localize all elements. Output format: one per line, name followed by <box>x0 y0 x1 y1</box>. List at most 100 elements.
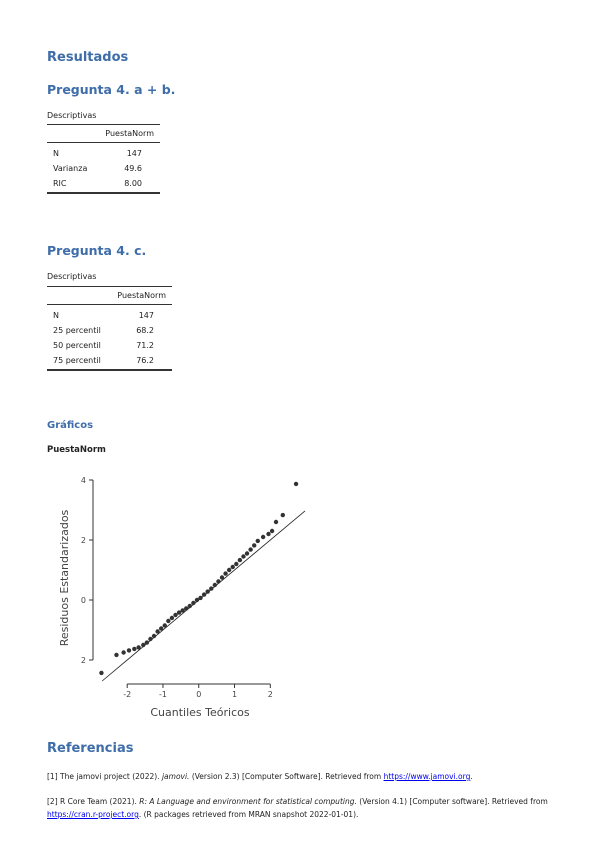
cell: 76.2 <box>109 353 172 371</box>
plot-title: PuestaNorm <box>47 445 106 455</box>
ref-link[interactable]: https://www.jamovi.org <box>383 772 471 781</box>
ref-text: (Version 2.3) [Computer Software]. Retri… <box>191 772 382 781</box>
header-cell <box>47 124 96 143</box>
point <box>144 640 150 645</box>
point <box>219 575 225 580</box>
x-tick-label: 0 <box>196 690 201 699</box>
header-cell: PuestaNorm <box>95 124 160 143</box>
point <box>226 567 232 573</box>
x-tick-label: -2 <box>123 690 131 699</box>
point <box>148 636 153 642</box>
point <box>162 623 167 628</box>
point <box>158 626 164 631</box>
ref-italic: jamovi. <box>161 772 190 781</box>
point <box>244 551 250 556</box>
point <box>173 612 178 618</box>
cell: N <box>53 149 59 158</box>
row: N 147 <box>47 305 172 324</box>
table-title: Descriptivas <box>47 111 97 120</box>
point <box>248 547 253 552</box>
cell: 68.2 <box>136 326 154 335</box>
table-body: N 147 Varianza 49.6 RIC 8.00 <box>47 143 160 194</box>
cell: RIC <box>47 176 96 194</box>
point <box>194 597 200 603</box>
point <box>293 481 299 487</box>
table-body: N 147 25 percentil 68.2 50 percentil 71.2 75 p… <box>47 305 172 371</box>
section-title: Pregunta 4. c. <box>47 243 147 258</box>
point <box>205 589 210 594</box>
x-axis-title: Cuantiles Teóricos <box>150 706 249 719</box>
header-row: PuestaNorm <box>47 286 172 305</box>
y-tick-label: 2 <box>81 536 86 545</box>
point <box>201 592 207 597</box>
point <box>155 629 160 634</box>
point <box>136 645 141 650</box>
row: 75 percentil 76.2 <box>47 353 172 371</box>
cell: 25 percentil <box>53 326 101 335</box>
point <box>191 600 196 606</box>
ref-text: . (R packages retrieved from MRAN snapsh… <box>138 810 359 819</box>
cell: 71.2 <box>136 341 154 350</box>
point <box>180 608 185 613</box>
point <box>151 633 157 639</box>
point <box>114 652 119 658</box>
x-tick-label: -1 <box>159 690 167 699</box>
cell: 75 percentil <box>47 353 110 371</box>
references-title: Referencias <box>47 741 134 756</box>
graphics-title: Gráficos <box>47 420 94 431</box>
point <box>99 670 104 676</box>
point <box>216 579 221 584</box>
y-axis-title: Residuos Estandarizados <box>58 509 71 646</box>
point <box>169 615 175 621</box>
x-tick-label: 2 <box>268 690 273 699</box>
point <box>209 586 214 591</box>
ref-link[interactable]: https://cran.r-project.org <box>47 810 139 819</box>
point <box>230 564 235 570</box>
point <box>273 519 279 525</box>
header-cell: PuestaNorm <box>109 286 172 305</box>
point <box>212 582 218 588</box>
point <box>255 538 260 544</box>
x-tick-label: 1 <box>232 690 237 699</box>
cell: 147 <box>138 311 154 320</box>
point <box>126 648 132 653</box>
cell: 147 <box>126 149 142 158</box>
ref-text: [1] The jamovi project (2022). <box>47 772 160 781</box>
point <box>176 610 182 615</box>
header-cell <box>47 286 110 305</box>
point <box>260 534 266 540</box>
ref-text: . <box>470 772 473 781</box>
table: PuestaNorm N 147 25 percentil 68.2 50 percent… <box>47 286 172 371</box>
point <box>269 528 275 534</box>
y-tick-label: 2 <box>81 656 86 665</box>
ref-text: (Version 4.1) [Computer software]. Retri… <box>359 797 548 806</box>
y-tick-label: 0 <box>81 596 86 605</box>
point <box>234 561 239 567</box>
point <box>132 646 137 652</box>
point <box>266 531 271 537</box>
header-row: PuestaNorm <box>47 124 160 143</box>
row: Varianza 49.6 <box>47 161 160 176</box>
y-tick-label: 4 <box>81 476 86 485</box>
title: Resultados <box>47 50 129 65</box>
row: RIC 8.00 <box>47 176 160 194</box>
table-head: PuestaNorm <box>47 286 172 305</box>
section-title: Pregunta 4. a + b. <box>47 82 176 97</box>
ref-italic: R: A Language and environment for statis… <box>139 797 357 806</box>
reference: [1] The jamovi project (2022). jamovi. (… <box>47 770 567 783</box>
point <box>237 557 243 563</box>
ref-text: [2] R Core Team (2021). <box>47 797 137 806</box>
point <box>280 512 286 518</box>
table: PuestaNorm N 147 Varianza 49.6 RIC 8.00 <box>47 124 160 194</box>
table-head: PuestaNorm <box>47 124 160 143</box>
row: N 147 <box>47 143 160 162</box>
cell: 50 percentil <box>53 341 101 350</box>
point <box>198 595 203 601</box>
point <box>251 543 257 548</box>
point <box>241 554 246 559</box>
cell: 49.6 <box>124 164 142 173</box>
table-title: Descriptivas <box>47 272 97 281</box>
cell: 8.00 <box>95 176 160 194</box>
